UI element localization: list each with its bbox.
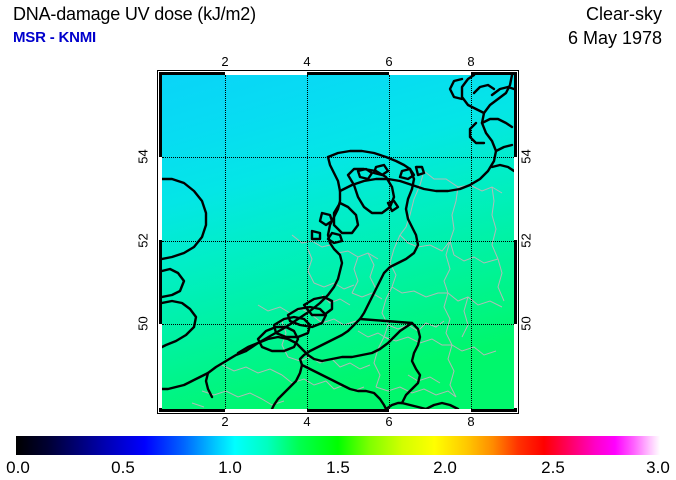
lon-label-bottom-2: 2 [221, 414, 229, 429]
gridline-lon-2 [225, 75, 227, 409]
lon-label-bottom-4: 4 [303, 414, 311, 429]
colorbar-tick-6: 3.0 [646, 458, 670, 477]
colorbar-tick-3: 1.5 [326, 458, 350, 477]
colorbar-tick-1: 0.5 [111, 458, 135, 477]
map-plot-area [162, 75, 514, 409]
rivers-and-internal-borders-layer [191, 170, 505, 408]
gridline-lon-8 [471, 75, 473, 409]
lat-label-left-50: 50 [135, 316, 151, 331]
lon-label-top-2: 2 [221, 54, 229, 69]
colorbar-tick-0: 0.0 [6, 458, 30, 477]
map-frame-left [159, 72, 162, 412]
date-label: 6 May 1978 [567, 28, 662, 48]
colorbar-legend: 0.0 0.5 1.0 1.5 2.0 2.5 3.0 [0, 430, 676, 480]
gridline-lat-52 [162, 240, 514, 242]
data-source-label: MSR - KNMI [13, 29, 96, 46]
map-frame-top [159, 72, 517, 75]
uv-dose-field [162, 75, 514, 409]
lat-label-left-54: 54 [135, 149, 151, 164]
lon-label-bottom-6: 6 [385, 414, 393, 429]
lon-label-bottom-8: 8 [467, 414, 475, 429]
lon-label-top-6: 6 [385, 54, 393, 69]
gridline-lat-50 [162, 324, 514, 326]
lon-label-top-8: 8 [467, 54, 475, 69]
lat-label-right-52: 52 [518, 233, 534, 248]
colorbar-tick-4: 2.0 [433, 458, 457, 477]
gridline-lon-4 [307, 75, 309, 409]
lon-label-top-4: 4 [303, 54, 311, 69]
sky-condition-label: Clear-sky [585, 4, 662, 24]
uv-dose-map [157, 70, 519, 414]
lat-label-right-50: 50 [518, 316, 534, 331]
lat-label-right-54: 54 [518, 149, 534, 164]
colorbar-gradient [16, 436, 660, 455]
gridline-lat-54 [162, 157, 514, 159]
page-title: DNA-damage UV dose (kJ/m2) [13, 4, 256, 24]
coastlines-layer [162, 75, 514, 409]
lat-label-left-52: 52 [135, 233, 151, 248]
colorbar-tick-5: 2.5 [541, 458, 565, 477]
map-frame-bottom [159, 409, 517, 412]
map-frame-right [514, 72, 517, 412]
gridline-lon-6 [389, 75, 391, 409]
colorbar-tick-2: 1.0 [218, 458, 242, 477]
